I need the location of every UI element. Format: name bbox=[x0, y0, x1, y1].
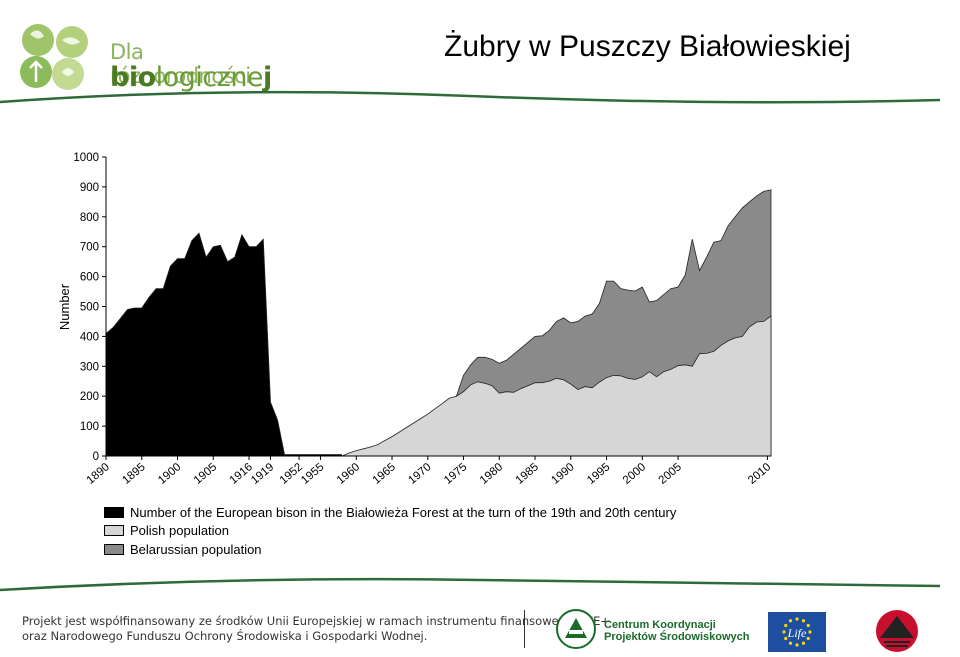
legend-swatch bbox=[104, 506, 124, 518]
y-tick-label: 1000 bbox=[73, 152, 99, 164]
y-tick-label: 100 bbox=[80, 421, 99, 433]
x-tick-label: 1985 bbox=[514, 461, 541, 487]
eu-star-icon bbox=[788, 619, 793, 623]
y-tick-label: 0 bbox=[93, 451, 99, 463]
x-tick-label: 2010 bbox=[746, 461, 773, 487]
x-tick-label: 1905 bbox=[192, 461, 219, 487]
y-tick-label: 800 bbox=[80, 212, 99, 224]
x-tick-label: 1965 bbox=[371, 461, 398, 487]
y-tick-label: 900 bbox=[80, 182, 99, 194]
legend-label: Belarussian population bbox=[130, 541, 262, 557]
bison-population-chart: 0 100 200 300 400 500 600 700 800 900 1000 1890 189… bbox=[57, 152, 773, 487]
eu-star-icon bbox=[808, 630, 812, 634]
x-tick-label: 1919 bbox=[249, 461, 276, 487]
ckps-logo-text: Centrum Koordynacji Projektów Środowisko… bbox=[604, 619, 750, 643]
area-series-0 bbox=[105, 232, 286, 457]
eu-star-icon bbox=[788, 641, 793, 645]
y-tick-label: 300 bbox=[80, 361, 99, 373]
x-tick-label: 1900 bbox=[156, 461, 183, 487]
logo-text-line2: biologicznej bbox=[110, 62, 272, 93]
y-tick-label: 200 bbox=[80, 391, 99, 403]
lasy-panstwowe-logo bbox=[556, 609, 596, 649]
biodiversity-logo: Dla różnorodności biologicznej bbox=[14, 18, 272, 94]
x-tick-label: 1916 bbox=[228, 461, 255, 487]
leaf-circles-icon bbox=[20, 24, 88, 90]
page-title: Żubry w Puszczy Białowieskiej bbox=[444, 30, 851, 63]
eu-star-icon bbox=[806, 623, 810, 628]
eu-star-icon bbox=[784, 623, 788, 628]
eu-star-icon bbox=[795, 617, 799, 621]
chart-legend: Number of the European bison in the Biał… bbox=[104, 503, 676, 559]
y-axis-label: Number bbox=[57, 283, 72, 330]
logo-text-line1: Dla różnorodności bbox=[110, 40, 251, 88]
life-text: Life bbox=[787, 626, 807, 640]
eu-star-icon bbox=[801, 641, 806, 645]
y-tick-label: 400 bbox=[80, 331, 99, 343]
eu-star-icon bbox=[801, 619, 806, 623]
area-series-1 bbox=[341, 315, 772, 457]
x-tick-label: 1960 bbox=[335, 461, 362, 487]
y-tick-label: 700 bbox=[80, 242, 99, 254]
eu-star-icon bbox=[784, 636, 788, 641]
legend-label: Polish population bbox=[130, 523, 230, 539]
nfosigw-logo bbox=[876, 610, 918, 652]
x-tick-label: 1890 bbox=[85, 461, 112, 487]
footer-separator bbox=[524, 610, 525, 648]
x-tick-label: 1952 bbox=[278, 461, 305, 487]
footer-funding-note: Projekt jest współfinansowany ze środków… bbox=[22, 614, 610, 643]
top-divider bbox=[0, 90, 941, 104]
x-tick-label: 1955 bbox=[299, 461, 326, 487]
x-tick-label: 2000 bbox=[621, 461, 648, 487]
x-tick-label: 1995 bbox=[585, 461, 612, 487]
y-tick-label: 600 bbox=[80, 272, 99, 284]
legend-swatch bbox=[104, 543, 124, 555]
x-tick-label: 1970 bbox=[406, 461, 433, 487]
x-tick-label: 1975 bbox=[442, 461, 469, 487]
legend-item-polish: Polish population bbox=[104, 522, 676, 541]
legend-item-belarussian: Belarussian population bbox=[104, 540, 676, 559]
eu-life-logo: Life bbox=[768, 612, 826, 652]
x-tick-label: 2005 bbox=[657, 461, 684, 487]
legend-label: Number of the European bison in the Biał… bbox=[130, 504, 677, 520]
bottom-divider bbox=[0, 577, 941, 592]
legend-item-historical: Number of the European bison in the Biał… bbox=[104, 503, 676, 522]
legend-swatch bbox=[104, 525, 124, 537]
x-tick-label: 1980 bbox=[478, 461, 505, 487]
x-tick-label: 1895 bbox=[120, 461, 147, 487]
eu-star-icon bbox=[806, 636, 810, 641]
eu-star-icon bbox=[795, 643, 799, 647]
x-tick-label: 1990 bbox=[549, 461, 576, 487]
y-tick-label: 500 bbox=[80, 302, 99, 314]
eu-star-icon bbox=[782, 630, 786, 634]
